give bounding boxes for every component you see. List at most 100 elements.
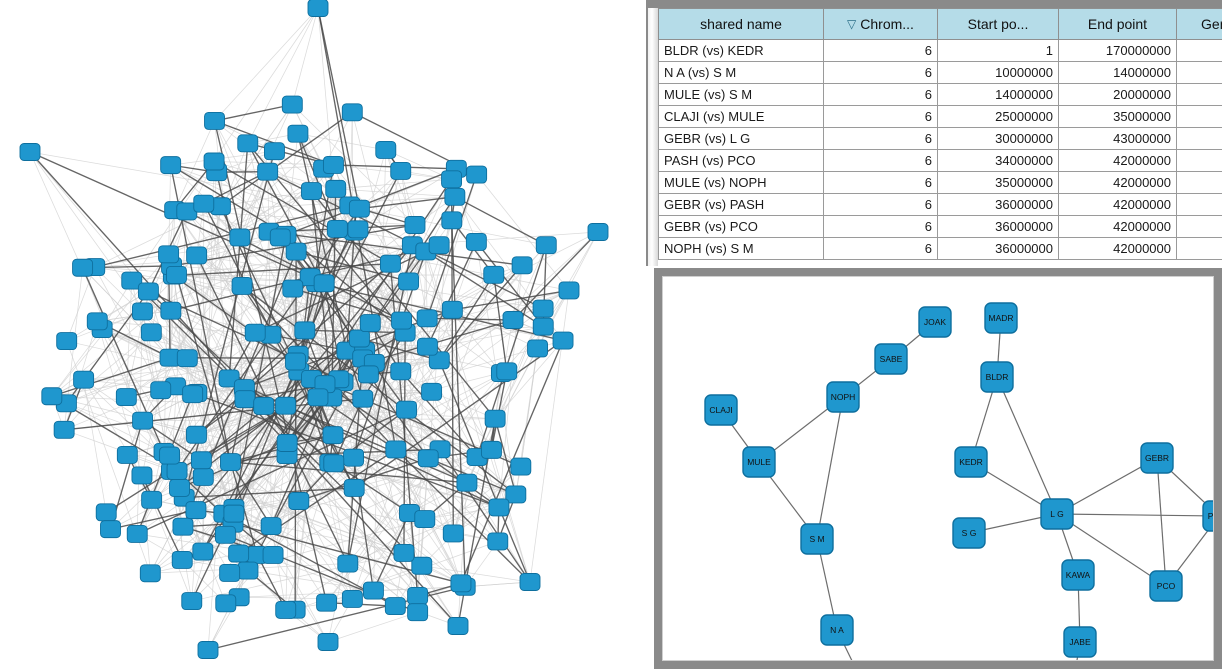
node-shape[interactable] — [131, 302, 153, 321]
node-shape[interactable] — [172, 517, 194, 536]
table-row[interactable]: GEBR (vs) PCO636000000420000008.4 — [658, 215, 1222, 238]
full-network-node[interactable] — [169, 478, 190, 497]
full-network-node[interactable] — [519, 573, 541, 591]
full-network-edge[interactable] — [150, 553, 239, 574]
node-shape[interactable] — [510, 457, 532, 476]
cell-chromosome[interactable]: 6 — [823, 171, 938, 194]
subnetwork-node[interactable]: S G — [952, 517, 986, 549]
node-shape[interactable] — [150, 381, 172, 400]
node-shape[interactable] — [1202, 500, 1213, 532]
full-network-node[interactable] — [465, 232, 487, 251]
full-network-edge[interactable] — [494, 265, 523, 419]
node-shape[interactable] — [532, 299, 554, 318]
full-network-edge[interactable] — [272, 554, 329, 643]
full-network-node[interactable] — [190, 451, 212, 470]
full-network-edge[interactable] — [228, 377, 500, 508]
full-network-node[interactable] — [348, 199, 370, 218]
node-shape[interactable] — [307, 0, 329, 17]
node-shape[interactable] — [160, 301, 182, 320]
full-network-edge[interactable] — [241, 285, 397, 450]
node-shape[interactable] — [214, 525, 236, 544]
node-shape[interactable] — [441, 211, 463, 230]
subnetwork-node[interactable]: S M — [800, 523, 834, 555]
node-shape[interactable] — [234, 390, 256, 409]
node-shape[interactable] — [282, 279, 304, 298]
node-shape[interactable] — [417, 449, 439, 468]
full-network-edge[interactable] — [346, 231, 355, 351]
full-network-node[interactable] — [326, 219, 348, 238]
node-shape[interactable] — [275, 600, 297, 619]
cell-chromosome[interactable]: 6 — [823, 215, 938, 238]
full-network-node[interactable] — [121, 271, 143, 290]
full-network-edge[interactable] — [452, 289, 570, 311]
full-network-edge[interactable] — [214, 7, 319, 122]
full-network-edge[interactable] — [494, 418, 517, 495]
node-shape[interactable] — [379, 254, 401, 273]
table-row[interactable]: PASH (vs) PCO6340000004200000011.4 — [658, 149, 1222, 172]
node-shape[interactable] — [131, 466, 153, 485]
node-shape[interactable] — [742, 446, 776, 478]
full-network-node[interactable] — [140, 323, 162, 342]
cell-genetic[interactable]: 8.9 — [1176, 193, 1222, 216]
full-network-node[interactable] — [396, 400, 417, 419]
node-shape[interactable] — [404, 216, 426, 234]
full-network-node[interactable] — [215, 594, 237, 613]
node-shape[interactable] — [1149, 570, 1183, 602]
node-shape[interactable] — [483, 265, 505, 284]
full-network-edge[interactable] — [256, 554, 287, 611]
full-network-node[interactable] — [282, 279, 304, 298]
node-shape[interactable] — [126, 525, 148, 543]
full-network-node[interactable] — [444, 187, 466, 206]
full-network-node[interactable] — [237, 561, 259, 580]
node-shape[interactable] — [317, 633, 339, 651]
node-shape[interactable] — [874, 343, 908, 375]
subnetwork-edge[interactable] — [996, 376, 1058, 515]
node-shape[interactable] — [918, 306, 952, 338]
node-shape[interactable] — [288, 492, 310, 510]
node-shape[interactable] — [322, 426, 344, 445]
node-shape[interactable] — [237, 561, 259, 580]
node-shape[interactable] — [396, 400, 417, 419]
full-network-edge[interactable] — [126, 143, 249, 456]
full-network-edge[interactable] — [267, 171, 336, 190]
full-network-node[interactable] — [275, 396, 297, 415]
full-network-edge[interactable] — [110, 470, 172, 530]
node-shape[interactable] — [186, 425, 207, 444]
column-header-end-point[interactable]: End point — [1058, 8, 1177, 40]
full-network-node[interactable] — [192, 542, 214, 561]
full-network-edge[interactable] — [238, 384, 326, 554]
full-network-node[interactable] — [337, 554, 359, 573]
full-network-node[interactable] — [343, 478, 365, 497]
full-network-edge[interactable] — [196, 434, 300, 502]
subnetwork-node[interactable]: CLAJI — [704, 394, 738, 426]
full-network-node[interactable] — [19, 143, 41, 161]
full-network-edge[interactable] — [426, 220, 453, 319]
node-shape[interactable] — [416, 309, 438, 328]
table-row[interactable]: CLAJI (vs) MULE625000000350000005.9 — [658, 105, 1222, 128]
cell-start_point[interactable]: 36000000 — [937, 193, 1059, 216]
node-shape[interactable] — [166, 462, 188, 480]
full-network-edge[interactable] — [94, 205, 221, 268]
subnetwork-node[interactable]: NOPH — [826, 381, 860, 413]
node-shape[interactable] — [281, 95, 303, 114]
node-shape[interactable] — [56, 332, 78, 351]
full-network-edge[interactable] — [298, 500, 462, 584]
node-shape[interactable] — [484, 409, 506, 428]
node-shape[interactable] — [343, 448, 364, 467]
full-network-edge[interactable] — [66, 266, 96, 342]
full-network-node[interactable] — [185, 501, 207, 520]
full-network-edge[interactable] — [243, 329, 306, 389]
full-network-node[interactable] — [532, 299, 554, 318]
cell-start_point[interactable]: 35000000 — [937, 171, 1059, 194]
cell-shared_name[interactable]: MULE (vs) NOPH — [658, 171, 824, 194]
full-network-node[interactable] — [223, 504, 245, 523]
full-network-edge[interactable] — [427, 317, 514, 321]
full-network-node[interactable] — [447, 617, 469, 635]
cell-chromosome[interactable]: 6 — [823, 237, 938, 260]
full-network-edge[interactable] — [298, 448, 441, 502]
node-shape[interactable] — [704, 394, 738, 426]
subnetwork-node[interactable]: GEBR — [1140, 442, 1174, 474]
node-shape[interactable] — [257, 162, 279, 181]
full-network-node[interactable] — [288, 492, 310, 510]
